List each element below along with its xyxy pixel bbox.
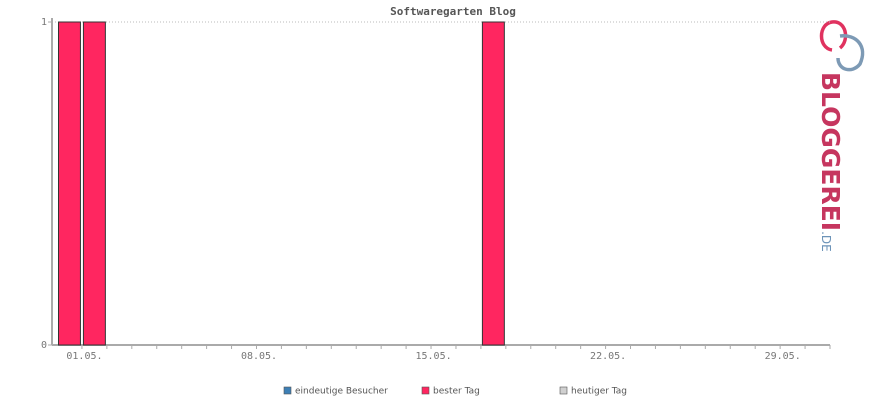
logo-icon — [819, 20, 848, 52]
legend-swatch — [559, 386, 568, 395]
logo-icon — [836, 34, 865, 72]
logo-main: BLOGGEREI — [816, 72, 845, 231]
legend-label: bester Tag — [433, 387, 480, 397]
logo-text: BLOGGEREI.DE — [816, 72, 845, 252]
legend-swatch — [283, 386, 292, 395]
logo-suffix: .DE — [819, 231, 833, 252]
x-tick-label: 29.05. — [765, 351, 801, 362]
bar — [82, 21, 106, 346]
legend-label: heutiger Tag — [571, 387, 627, 397]
legend-swatch — [421, 386, 430, 395]
bar — [481, 21, 505, 346]
x-tick-label: 22.05. — [590, 351, 626, 362]
bar — [57, 21, 81, 346]
x-tick-label: 01.05. — [66, 351, 102, 362]
legend-label: eindeutige Besucher — [295, 387, 388, 397]
logo: BLOGGEREI.DE — [816, 20, 865, 252]
chart-title: Softwaregarten Blog — [390, 5, 516, 18]
x-tick-label: 15.05. — [416, 351, 452, 362]
x-tick-label: 08.05. — [241, 351, 277, 362]
y-tick-label: 0 — [41, 340, 47, 351]
y-tick-label: 1 — [41, 17, 47, 28]
